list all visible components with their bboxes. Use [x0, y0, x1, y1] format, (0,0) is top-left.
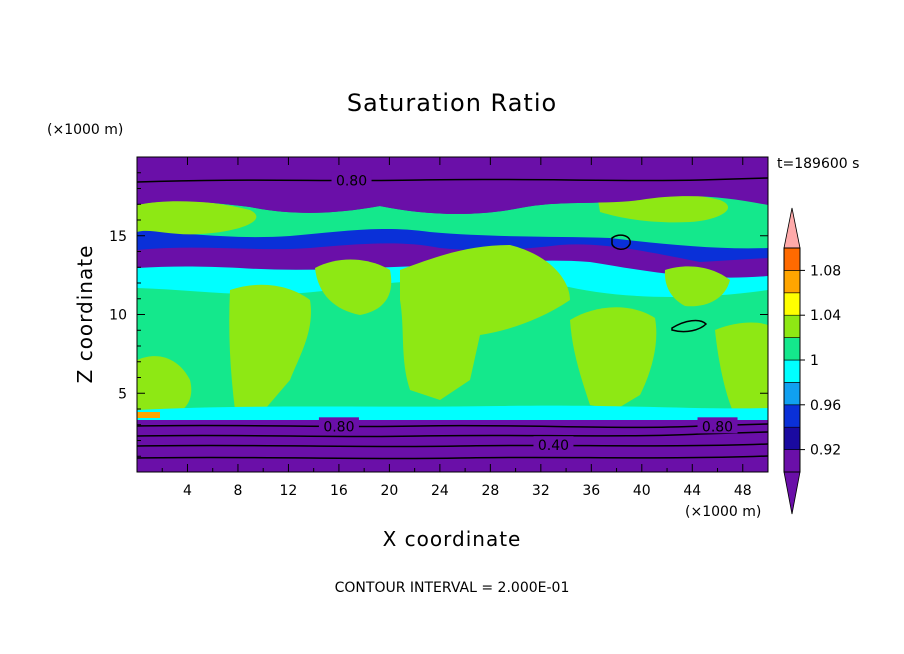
chart-title: Saturation Ratio — [347, 89, 557, 117]
colorbar-tick-label: 1.04 — [810, 308, 841, 324]
field-lime-patch — [664, 266, 730, 307]
field-lime-patch — [137, 200, 257, 235]
field-lime-patch — [229, 284, 311, 415]
x-axis: 4 8 12 16 20 24 28 32 36 40 44 48 — [161, 157, 752, 499]
contour-label-bg — [533, 436, 574, 453]
contour-label-bg — [697, 417, 738, 434]
x-tick-label: 8 — [233, 483, 242, 499]
field-lime-patch — [315, 259, 392, 315]
contour-labels: 0.80 0.80 0.80 0.40 — [318, 171, 738, 454]
x-tick-label: 32 — [532, 483, 550, 499]
contour-line — [671, 319, 708, 333]
time-label: t=189600 s — [777, 156, 859, 172]
colorbar-tick-label: 1 — [810, 353, 819, 369]
contour-line — [611, 234, 631, 250]
colorbar-tick-label: 1.08 — [810, 263, 841, 279]
colorbar-segment — [783, 247, 801, 271]
plot-area: 0.80 0.80 0.80 0.40 — [136, 156, 769, 473]
colorbar-segment — [783, 449, 801, 473]
x-tick-label: 20 — [380, 483, 398, 499]
colorbar-under-arrow — [783, 471, 801, 515]
x-tick-label: 24 — [431, 483, 449, 499]
colorbar-segment — [783, 337, 801, 361]
field-purple-top — [137, 157, 768, 214]
y-tick-label: 5 — [118, 386, 127, 402]
x-axis-title: X coordinate — [383, 527, 522, 551]
contour-line — [136, 423, 769, 429]
colorbar: 0.92 0.96 1 1.04 1.08 — [783, 207, 841, 515]
colorbar-over-arrow — [783, 207, 801, 249]
colorbar-segment — [783, 359, 801, 383]
field-lime-patch — [137, 356, 192, 416]
contour-label-bg — [331, 171, 372, 188]
field-cyan-band — [137, 405, 768, 420]
x-tick-label: 16 — [330, 483, 348, 499]
x-tick-label: 44 — [683, 483, 701, 499]
x-tick-label: 36 — [582, 483, 600, 499]
x-tick-label: 12 — [280, 483, 298, 499]
contour-label: 0.80 — [323, 419, 354, 435]
colorbar-segment — [783, 270, 801, 294]
y-axis: 5 10 15 — [109, 172, 768, 457]
field-orange-patch — [137, 412, 160, 418]
contour-label: 0.80 — [702, 419, 733, 435]
colorbar-tick-label: 0.96 — [810, 398, 841, 414]
x-tick-label: 4 — [183, 483, 192, 499]
y-unit-label: (×1000 m) — [47, 122, 123, 138]
x-tick-label: 28 — [481, 483, 499, 499]
contour-line — [136, 443, 769, 448]
contour-line — [136, 431, 769, 438]
y-tick-label: 10 — [109, 308, 127, 324]
field-lime-patch — [400, 245, 570, 400]
colorbar-segment — [783, 426, 801, 450]
y-axis-title: Z coordinate — [73, 245, 97, 384]
x-tick-label: 40 — [633, 483, 651, 499]
contour-line — [136, 177, 769, 183]
colorbar-segment — [783, 382, 801, 406]
y-tick-label: 15 — [109, 229, 127, 245]
colorbar-segment — [783, 404, 801, 428]
contour-interval-footer: CONTOUR INTERVAL = 2.000E-01 — [335, 580, 570, 596]
x-unit-label: (×1000 m) — [685, 504, 761, 520]
contour-label: 0.40 — [538, 438, 569, 454]
colorbar-tick-label: 0.92 — [810, 443, 841, 459]
contour-label-bg — [318, 417, 359, 434]
colorbar-segment — [783, 292, 801, 316]
contour-label: 0.80 — [336, 174, 367, 190]
field-lime-patch — [715, 322, 768, 416]
x-tick-label: 48 — [734, 483, 752, 499]
contour-lines — [136, 177, 769, 460]
colorbar-segment — [783, 314, 801, 338]
field-lime-patch — [570, 307, 657, 410]
contour-line — [136, 455, 769, 460]
